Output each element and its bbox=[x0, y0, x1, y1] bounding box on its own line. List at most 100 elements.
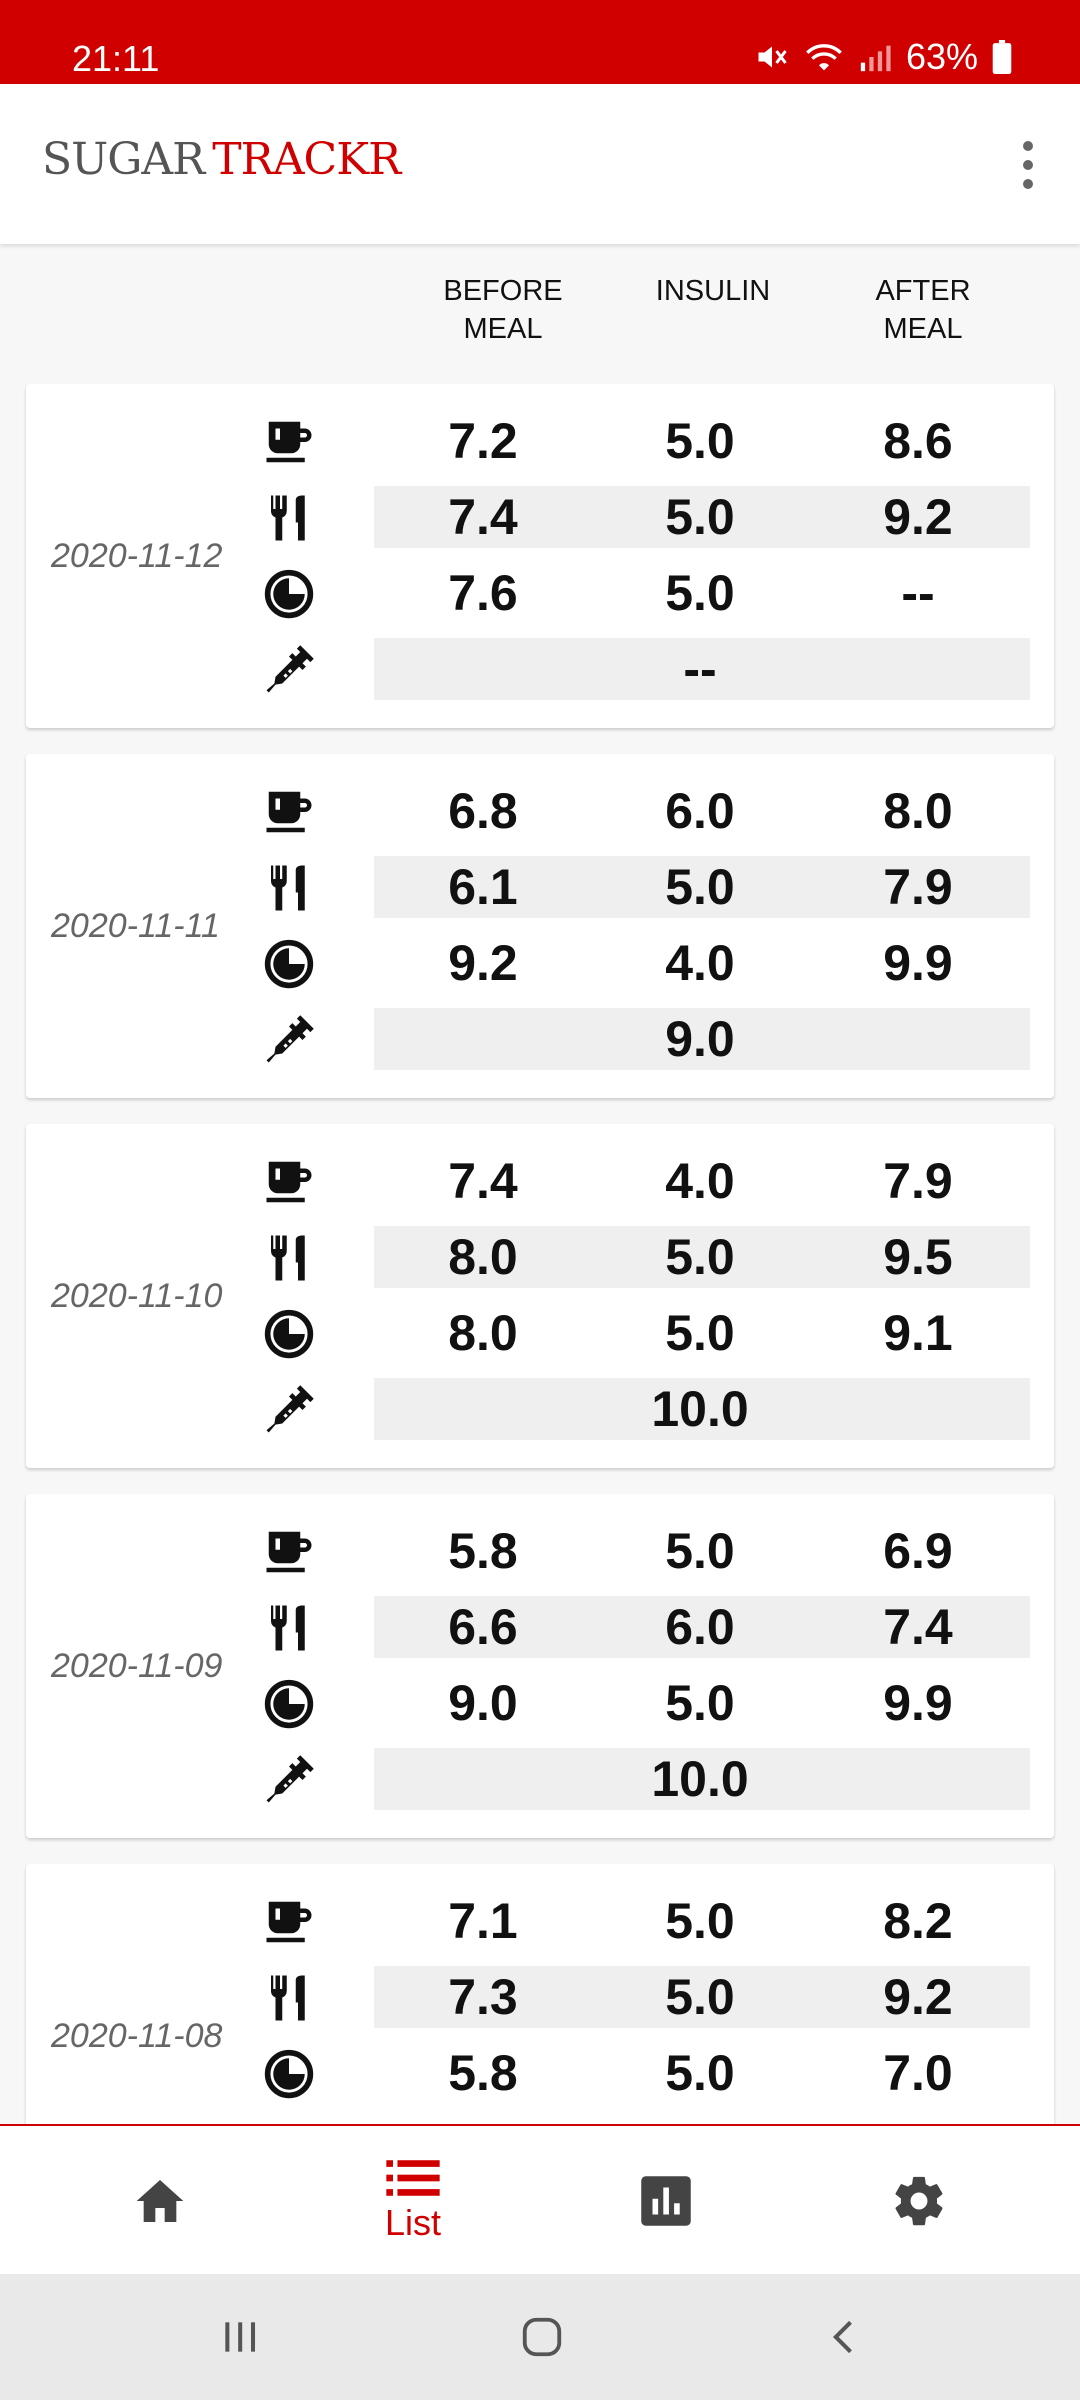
column-header-before-meal: BEFORE MEAL bbox=[443, 275, 563, 345]
insulin-value: 6.0 bbox=[665, 1599, 735, 1655]
insulin-value: 4.0 bbox=[665, 935, 735, 991]
home-system-button[interactable] bbox=[502, 2304, 582, 2370]
before-meal-value: 7.4 bbox=[448, 489, 518, 545]
entry-card[interactable]: 2020-11-11 6.8 6.0 8.0 6.1 5.0 7.9 9.2 4.0 9.9 9.0 bbox=[26, 754, 1054, 1098]
long-insulin-row: -- bbox=[26, 638, 1054, 700]
clock-moon-icon bbox=[262, 567, 316, 621]
insulin-value: 5.0 bbox=[665, 1229, 735, 1285]
entries-list[interactable]: 2020-11-12 7.2 5.0 8.6 7.4 5.0 9.2 7.6 5.0 -- -- 20… bbox=[0, 384, 1080, 2124]
insulin-value: 5.0 bbox=[665, 1675, 735, 1731]
fork-knife-icon bbox=[262, 491, 316, 545]
insulin-value: 5.0 bbox=[665, 1305, 735, 1361]
lunch-row: 6.6 6.0 7.4 bbox=[26, 1596, 1054, 1658]
nav-chart[interactable] bbox=[566, 2126, 766, 2276]
dinner-row: 7.6 5.0 -- bbox=[26, 562, 1054, 624]
after-meal-value: 6.9 bbox=[883, 1523, 953, 1579]
clock-moon-icon bbox=[262, 937, 316, 991]
after-meal-value: 9.5 bbox=[883, 1229, 953, 1285]
row-shading bbox=[374, 1008, 1030, 1070]
column-header-after-meal: AFTER MEAL bbox=[875, 275, 971, 345]
row-shading bbox=[374, 1748, 1030, 1810]
entry-card[interactable]: 2020-11-08 7.1 5.0 8.2 7.3 5.0 9.2 5.8 5.0 7.0 bbox=[26, 1864, 1054, 2124]
battery-percent: 63% bbox=[905, 36, 978, 77]
entry-date: 2020-11-09 bbox=[51, 1646, 223, 1685]
before-meal-value: 9.2 bbox=[448, 935, 518, 991]
before-meal-value: 5.8 bbox=[448, 2045, 518, 2101]
dinner-row: 5.8 5.0 7.0 bbox=[26, 2042, 1054, 2104]
chart-icon bbox=[641, 2176, 691, 2226]
dot bbox=[1023, 141, 1033, 151]
lunch-row: 7.3 5.0 9.2 bbox=[26, 1966, 1054, 2028]
breakfast-row: 7.1 5.0 8.2 bbox=[26, 1890, 1054, 1952]
before-meal-value: 8.0 bbox=[448, 1305, 518, 1361]
entry-date: 2020-11-10 bbox=[51, 1276, 223, 1315]
insulin-value: 5.0 bbox=[665, 413, 735, 469]
dinner-row: 9.2 4.0 9.9 bbox=[26, 932, 1054, 994]
fork-knife-icon bbox=[262, 1601, 316, 1655]
recents-button[interactable] bbox=[200, 2304, 280, 2370]
entry-date: 2020-11-08 bbox=[51, 2016, 223, 2055]
row-shading bbox=[374, 1966, 1030, 2028]
entry-card[interactable]: 2020-11-10 7.4 4.0 7.9 8.0 5.0 9.5 8.0 5.0 9.1 10.… bbox=[26, 1124, 1054, 1468]
recents-icon bbox=[225, 2322, 256, 2352]
entry-date: 2020-11-12 bbox=[51, 536, 223, 575]
coffee-cup-icon bbox=[262, 415, 316, 469]
nav-list[interactable]: List bbox=[313, 2126, 513, 2276]
insulin-value: 5.0 bbox=[665, 1969, 735, 2025]
long-insulin-value: 9.0 bbox=[665, 1011, 735, 1067]
column-header-insulin: INSULIN bbox=[655, 275, 771, 307]
row-shading bbox=[374, 486, 1030, 548]
before-meal-value: 7.4 bbox=[448, 1153, 518, 1209]
lunch-row: 6.1 5.0 7.9 bbox=[26, 856, 1054, 918]
before-meal-value: 7.2 bbox=[448, 413, 518, 469]
long-insulin-row: 9.0 bbox=[26, 1008, 1054, 1070]
syringe-icon bbox=[262, 1013, 316, 1067]
app-logo: SUGAR TRACKR bbox=[42, 134, 401, 185]
fork-knife-icon bbox=[262, 1231, 316, 1285]
home-icon bbox=[136, 2180, 184, 2222]
back-button[interactable] bbox=[805, 2304, 885, 2370]
after-meal-value: 9.2 bbox=[883, 489, 953, 545]
lunch-row: 8.0 5.0 9.5 bbox=[26, 1226, 1054, 1288]
nav-settings[interactable] bbox=[819, 2126, 1019, 2276]
dot bbox=[1023, 160, 1033, 170]
insulin-value: 5.0 bbox=[665, 1523, 735, 1579]
breakfast-row: 7.4 4.0 7.9 bbox=[26, 1150, 1054, 1212]
after-meal-value: 7.9 bbox=[883, 859, 953, 915]
row-shading bbox=[374, 856, 1030, 918]
dinner-row: 9.0 5.0 9.9 bbox=[26, 1672, 1054, 1734]
after-meal-value: 9.9 bbox=[883, 1675, 953, 1731]
long-insulin-row: 10.0 bbox=[26, 1378, 1054, 1440]
entry-date: 2020-11-11 bbox=[51, 906, 220, 945]
clock-moon-icon bbox=[262, 1307, 316, 1361]
row-shading bbox=[374, 1596, 1030, 1658]
coffee-cup-icon bbox=[262, 1525, 316, 1579]
insulin-value: 5.0 bbox=[665, 1893, 735, 1949]
insulin-value: 5.0 bbox=[665, 2045, 735, 2101]
coffee-cup-icon bbox=[262, 1155, 316, 1209]
overflow-menu-button[interactable] bbox=[988, 120, 1068, 210]
after-meal-value: 7.0 bbox=[883, 2045, 953, 2101]
before-meal-value: 8.0 bbox=[448, 1229, 518, 1285]
dot bbox=[1023, 179, 1033, 189]
system-navigation-bar bbox=[0, 2274, 1080, 2400]
bottom-navigation: List bbox=[0, 2124, 1080, 2274]
mute-icon bbox=[758, 46, 787, 68]
status-time: 21:11 bbox=[72, 38, 160, 79]
after-meal-value: 9.2 bbox=[883, 1969, 953, 2025]
fork-knife-icon bbox=[262, 1971, 316, 2025]
before-meal-value: 5.8 bbox=[448, 1523, 518, 1579]
entry-card[interactable]: 2020-11-09 5.8 5.0 6.9 6.6 6.0 7.4 9.0 5.0 9.9 10.… bbox=[26, 1494, 1054, 1838]
before-meal-value: 7.3 bbox=[448, 1969, 518, 2025]
syringe-icon bbox=[262, 1753, 316, 1807]
syringe-icon bbox=[262, 1383, 316, 1437]
entry-card[interactable]: 2020-11-12 7.2 5.0 8.6 7.4 5.0 9.2 7.6 5.0 -- -- bbox=[26, 384, 1054, 728]
after-meal-value: 8.2 bbox=[883, 1893, 953, 1949]
battery-icon bbox=[992, 40, 1012, 74]
after-meal-value: 8.6 bbox=[883, 413, 953, 469]
row-shading bbox=[374, 1378, 1030, 1440]
nav-home[interactable] bbox=[60, 2126, 260, 2276]
fork-knife-icon bbox=[262, 861, 316, 915]
dinner-row: 8.0 5.0 9.1 bbox=[26, 1302, 1054, 1364]
row-shading bbox=[374, 638, 1030, 700]
